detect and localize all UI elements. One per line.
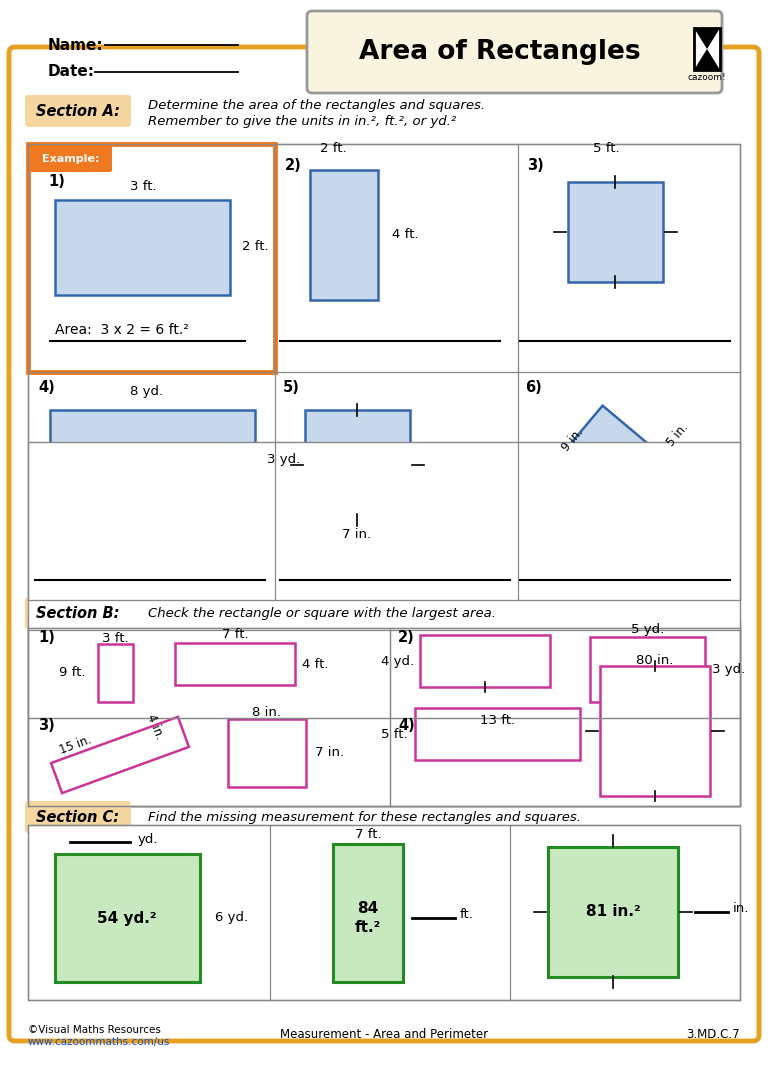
Text: 5 yd.: 5 yd. <box>631 623 664 637</box>
Text: Area of Rectangles: Area of Rectangles <box>359 39 641 65</box>
Text: yd.: yd. <box>138 833 158 846</box>
Bar <box>568 182 663 282</box>
Bar <box>600 666 710 796</box>
Text: 8 yd.: 8 yd. <box>131 386 164 399</box>
Text: www.cazoommaths.com/us: www.cazoommaths.com/us <box>28 1037 170 1047</box>
Bar <box>28 618 740 806</box>
FancyBboxPatch shape <box>25 597 131 629</box>
Text: Measurement - Area and Perimeter: Measurement - Area and Perimeter <box>280 1029 488 1042</box>
Text: in.: in. <box>733 903 750 916</box>
Text: 2): 2) <box>285 157 302 172</box>
Text: 15 in.: 15 in. <box>57 734 93 756</box>
Text: 6): 6) <box>525 380 541 396</box>
Bar <box>548 847 678 977</box>
Text: 3 ft.: 3 ft. <box>101 631 128 644</box>
Text: Name:: Name: <box>48 37 104 52</box>
Text: 13 ft.: 13 ft. <box>481 714 515 727</box>
Bar <box>50 410 255 510</box>
Bar <box>28 628 740 806</box>
Text: 54 yd.²: 54 yd.² <box>98 910 157 925</box>
Text: 7 ft.: 7 ft. <box>222 629 248 642</box>
FancyBboxPatch shape <box>30 146 112 172</box>
Text: 3 ft.: 3 ft. <box>130 181 157 194</box>
Bar <box>55 853 200 982</box>
Text: 1): 1) <box>38 630 55 645</box>
Text: 2 ft.: 2 ft. <box>242 241 269 254</box>
Text: 3 yd.: 3 yd. <box>712 663 745 676</box>
Polygon shape <box>694 49 720 70</box>
Polygon shape <box>564 405 706 538</box>
Text: cazoom!: cazoom! <box>687 73 727 82</box>
FancyBboxPatch shape <box>307 11 722 93</box>
Text: ft.: ft. <box>460 908 474 921</box>
Text: 2): 2) <box>398 630 415 645</box>
Text: 5 in.: 5 in. <box>665 421 691 449</box>
Text: Find the missing measurement for these rectangles and squares.: Find the missing measurement for these r… <box>148 811 581 824</box>
Text: 7 in.: 7 in. <box>343 529 372 542</box>
Text: 81 in.²: 81 in.² <box>586 905 641 920</box>
Bar <box>590 637 705 702</box>
Text: 2 ft.: 2 ft. <box>319 142 346 155</box>
Text: Remember to give the units in in.², ft.², or yd.²: Remember to give the units in in.², ft.²… <box>148 114 456 128</box>
Text: Section C:: Section C: <box>36 811 120 825</box>
Bar <box>694 28 720 70</box>
Text: 5): 5) <box>283 380 300 396</box>
Text: 3): 3) <box>38 717 55 732</box>
Text: Check the rectangle or square with the largest area.: Check the rectangle or square with the l… <box>148 607 496 620</box>
Bar <box>305 410 410 520</box>
Text: 5 ft.: 5 ft. <box>593 142 619 155</box>
Text: Section B:: Section B: <box>36 606 120 621</box>
FancyBboxPatch shape <box>25 95 131 128</box>
Text: Example:: Example: <box>42 154 100 164</box>
Polygon shape <box>694 28 720 49</box>
Bar <box>55 199 230 295</box>
Bar <box>28 144 740 600</box>
Text: 4): 4) <box>398 717 415 732</box>
FancyBboxPatch shape <box>25 801 131 833</box>
Bar <box>98 644 133 702</box>
Text: 4 in.: 4 in. <box>144 713 166 741</box>
Text: 84
ft.²: 84 ft.² <box>355 901 381 935</box>
Text: 3 yd.: 3 yd. <box>267 453 300 467</box>
Text: 3): 3) <box>527 157 544 172</box>
Text: 4 ft.: 4 ft. <box>302 657 329 670</box>
Text: 8 in.: 8 in. <box>253 705 282 718</box>
Bar <box>28 825 740 1000</box>
Text: 4): 4) <box>38 380 55 396</box>
Text: 4 ft.: 4 ft. <box>392 229 419 242</box>
Text: 7 ft.: 7 ft. <box>355 828 382 841</box>
Text: 7 in.: 7 in. <box>315 747 344 760</box>
Bar <box>228 719 306 787</box>
Text: 6 yd.: 6 yd. <box>215 911 248 924</box>
Text: 9 ft.: 9 ft. <box>58 666 85 679</box>
Text: 5 ft.: 5 ft. <box>382 727 408 740</box>
Bar <box>415 708 580 760</box>
Text: 4 yd.: 4 yd. <box>381 654 414 667</box>
FancyBboxPatch shape <box>9 47 759 1041</box>
Text: 1): 1) <box>48 174 65 190</box>
Text: 80 in.: 80 in. <box>637 654 674 666</box>
Text: Determine the area of the rectangles and squares.: Determine the area of the rectangles and… <box>148 98 485 111</box>
Text: ©Visual Maths Resources: ©Visual Maths Resources <box>28 1025 161 1036</box>
Text: 3.MD.C.7: 3.MD.C.7 <box>687 1029 740 1042</box>
Polygon shape <box>51 717 189 794</box>
Bar <box>420 635 550 687</box>
Bar <box>28 144 275 372</box>
Bar <box>175 643 295 685</box>
Bar <box>310 170 378 300</box>
Text: Area:  3 x 2 = 6 ft.²: Area: 3 x 2 = 6 ft.² <box>55 323 189 337</box>
Text: Date:: Date: <box>48 64 95 80</box>
Text: Section A:: Section A: <box>36 105 120 120</box>
Bar <box>28 443 740 806</box>
Bar <box>333 844 403 982</box>
Text: 9 in.: 9 in. <box>560 426 586 455</box>
